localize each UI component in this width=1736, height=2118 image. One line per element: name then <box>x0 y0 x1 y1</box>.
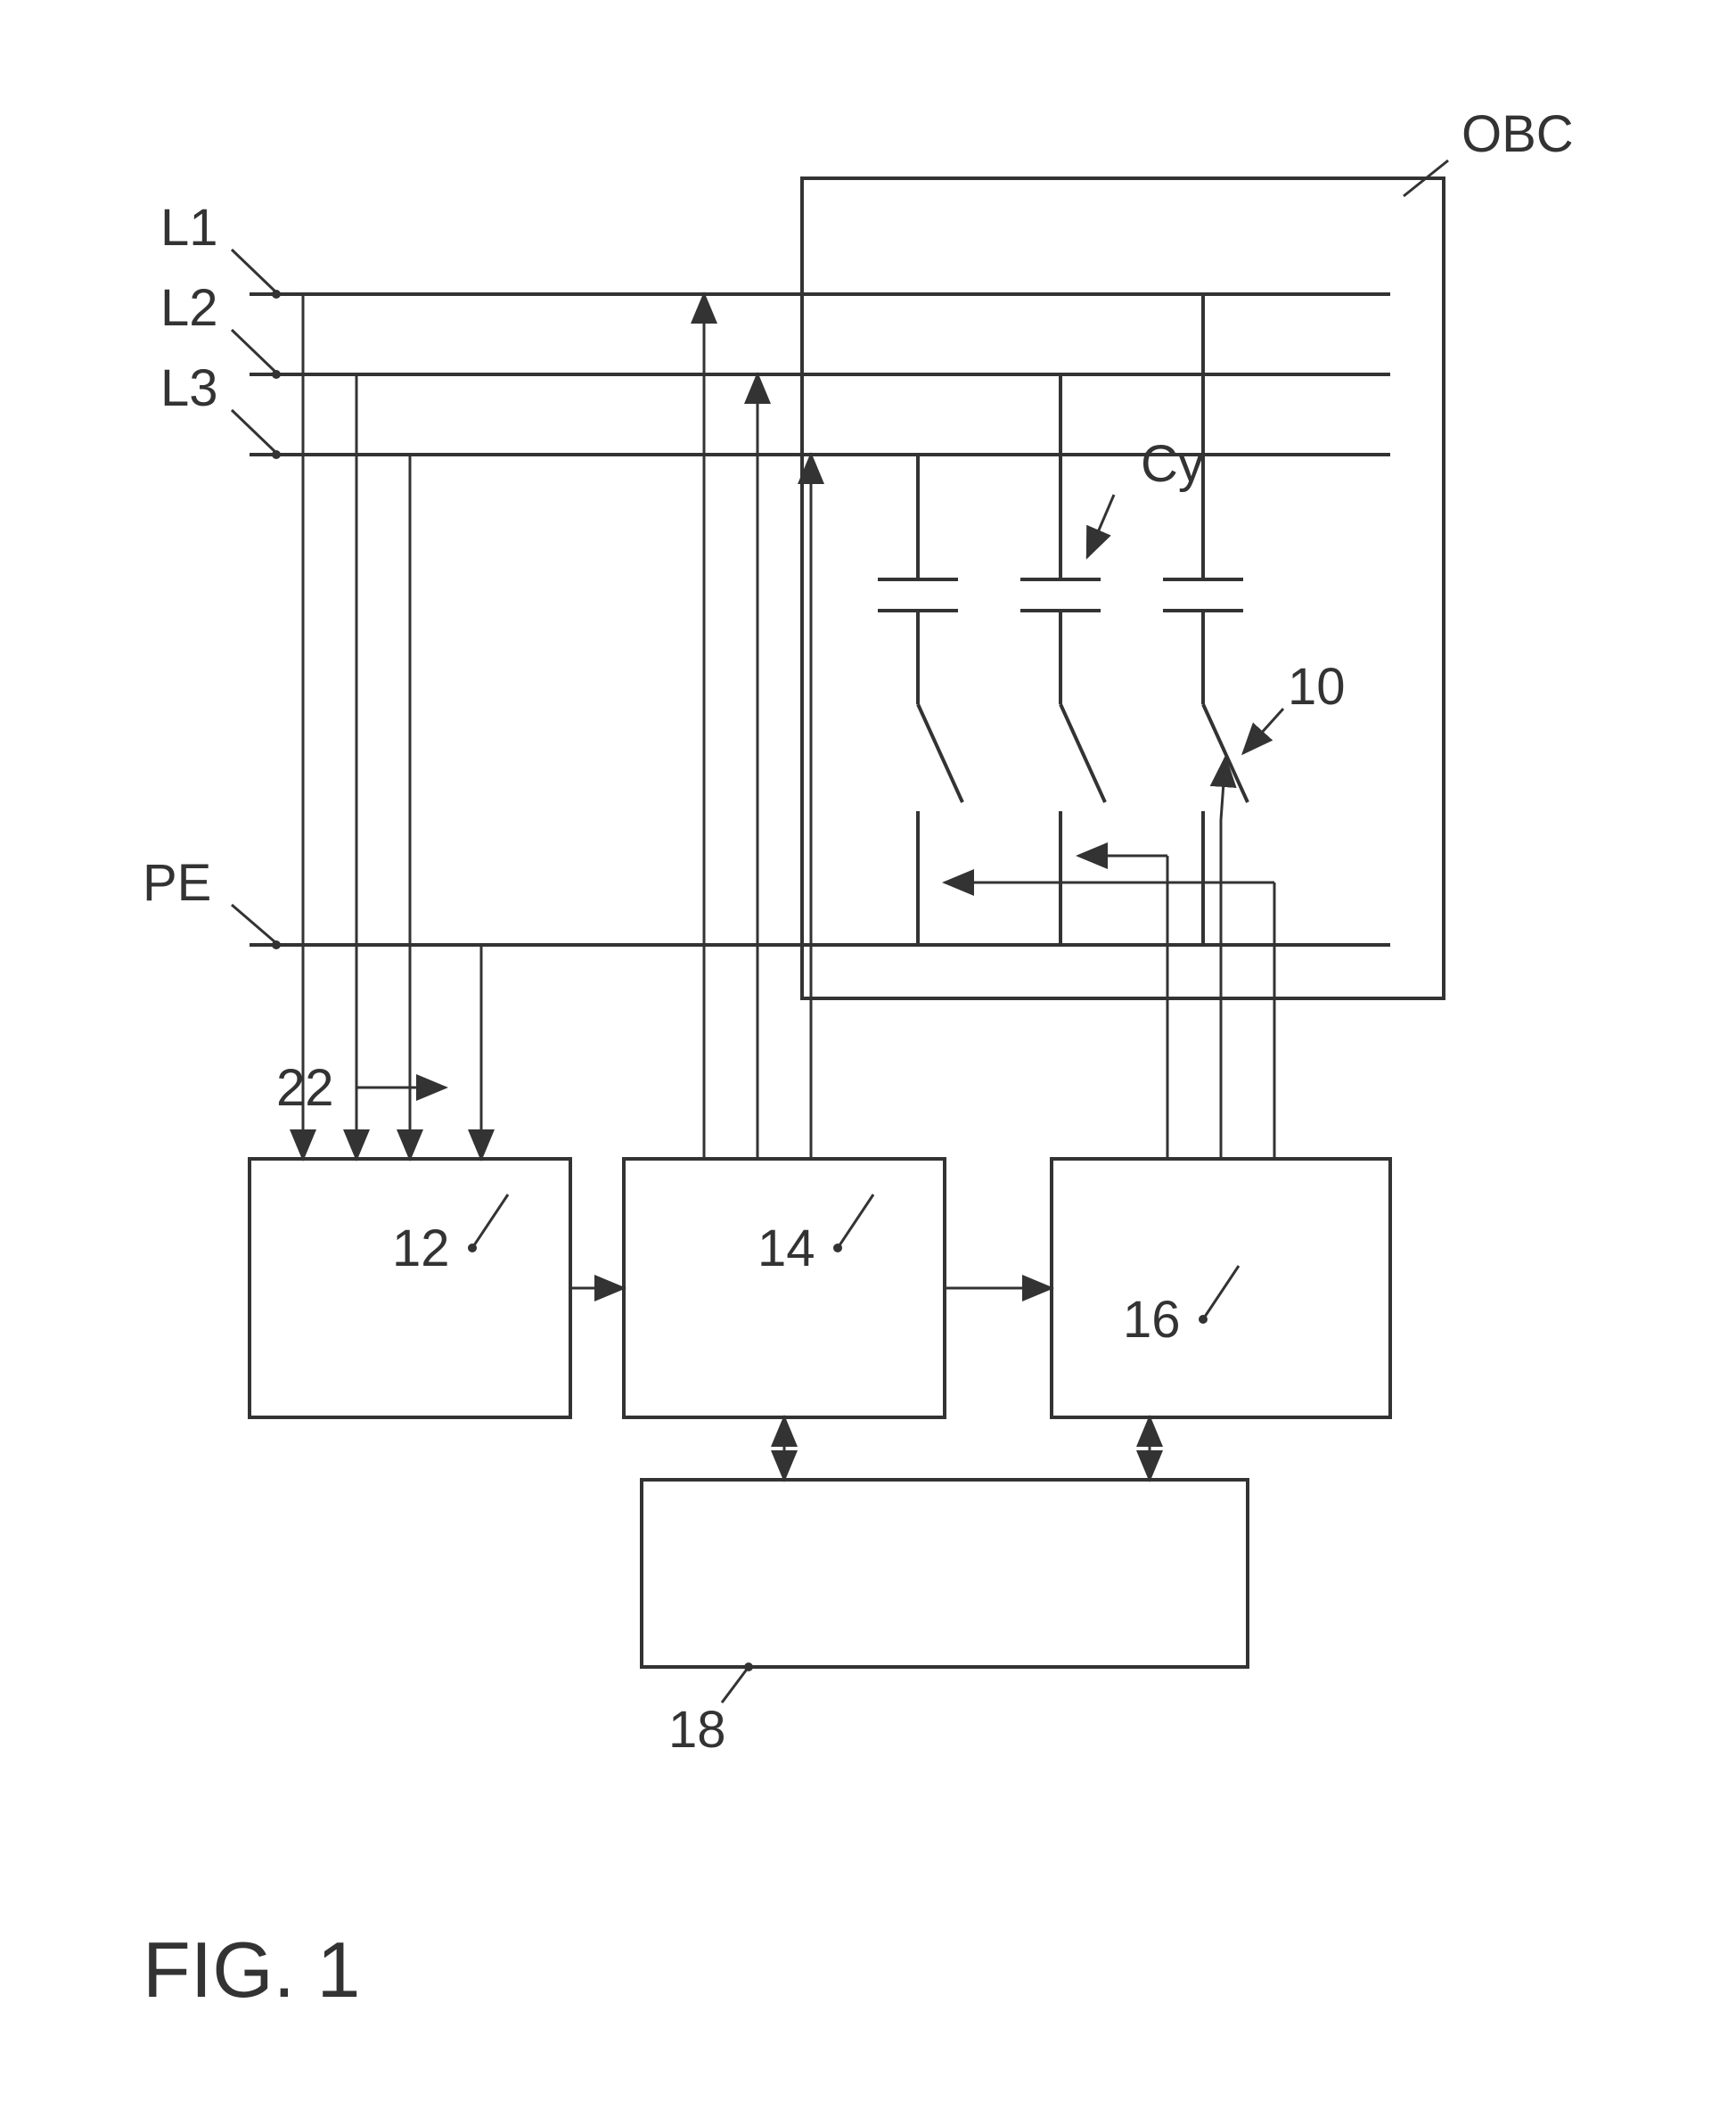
L3-label: L3 <box>160 359 218 417</box>
ref16-label: 16 <box>1123 1291 1181 1349</box>
circuit-diagram: OBC L1 L2 L3 PE Cy 10 <box>0 0 1736 2114</box>
ref10-label: 10 <box>1288 658 1346 716</box>
ref18-label: 18 <box>668 1701 726 1759</box>
block-12 <box>250 1159 570 1417</box>
block-14 <box>624 1159 945 1417</box>
block-18 <box>642 1480 1248 1667</box>
ref22-label: 22 <box>276 1059 334 1117</box>
ref12-label: 12 <box>392 1219 450 1277</box>
L1-label: L1 <box>160 199 218 257</box>
obc-box <box>802 178 1444 998</box>
L2-label: L2 <box>160 279 218 337</box>
figure-title: FIG. 1 <box>143 1925 361 2014</box>
PE-label: PE <box>143 854 211 912</box>
obc-label: OBC <box>1462 105 1574 163</box>
ref14-label: 14 <box>757 1219 815 1277</box>
block-16 <box>1052 1159 1390 1417</box>
Cy-label: Cy <box>1141 435 1204 493</box>
